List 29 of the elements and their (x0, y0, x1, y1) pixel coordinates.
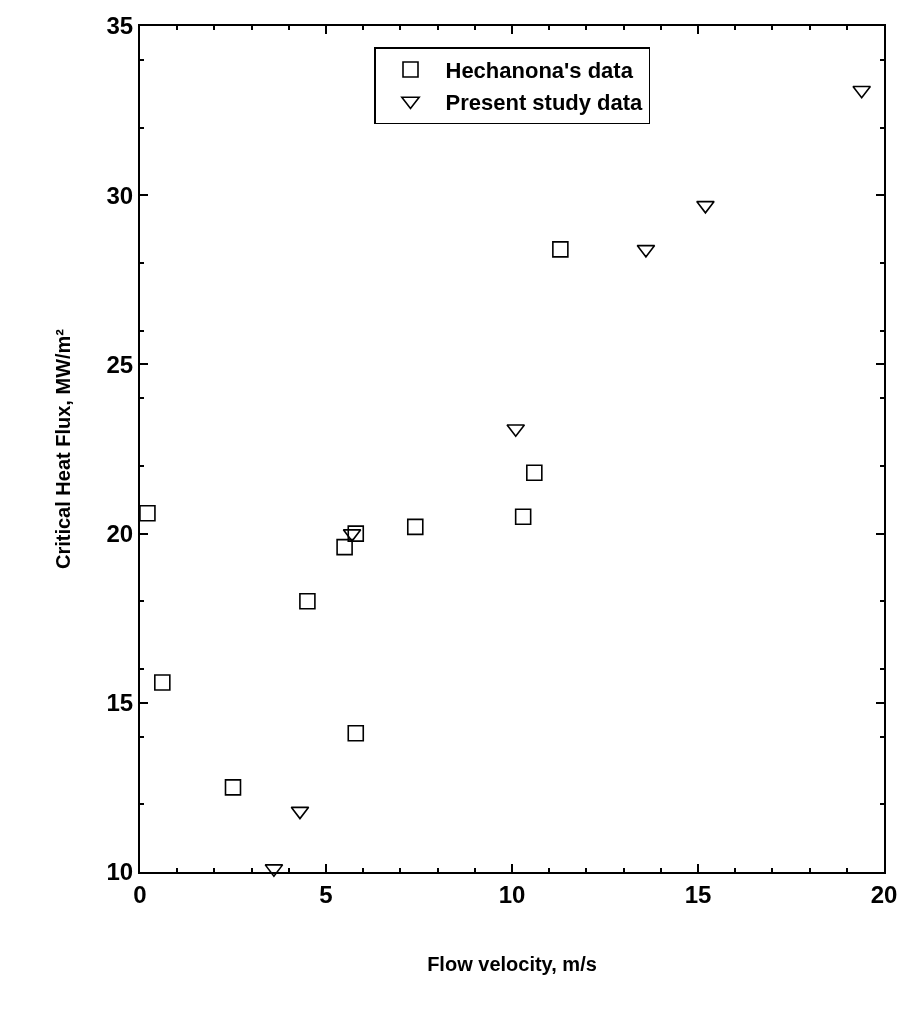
y-tick-label: 10 (106, 858, 134, 886)
point (347, 525, 365, 542)
legend-label: Present study data (445, 89, 644, 115)
y-tick-label: 25 (106, 350, 134, 378)
point (139, 505, 156, 522)
point (852, 85, 872, 99)
x-tick-label: 10 (498, 880, 526, 908)
x-tick-label: 5 (319, 880, 333, 908)
point (514, 508, 532, 525)
point (154, 674, 171, 691)
x-axis-title: Flow velocity, m/s (427, 952, 597, 975)
x-tick-label: 20 (870, 880, 898, 908)
y-tick-label: 20 (106, 520, 134, 547)
y-tick-label: 15 (106, 689, 134, 717)
y-axis-title: Critical Heat Flux, MW/m² (52, 328, 75, 570)
y-tick-label: 30 (106, 181, 134, 209)
point (695, 200, 715, 214)
x-tick-label: 0 (133, 880, 147, 908)
x-tick-label: 15 (684, 880, 712, 908)
y-tick-label: 35 (106, 12, 134, 40)
point (347, 724, 365, 742)
point (336, 538, 353, 556)
point (636, 244, 656, 258)
point (299, 592, 316, 610)
point (406, 518, 424, 536)
point (526, 464, 543, 481)
point (552, 241, 569, 258)
point (224, 779, 242, 796)
legend-label: Hechanona's data (445, 58, 634, 84)
